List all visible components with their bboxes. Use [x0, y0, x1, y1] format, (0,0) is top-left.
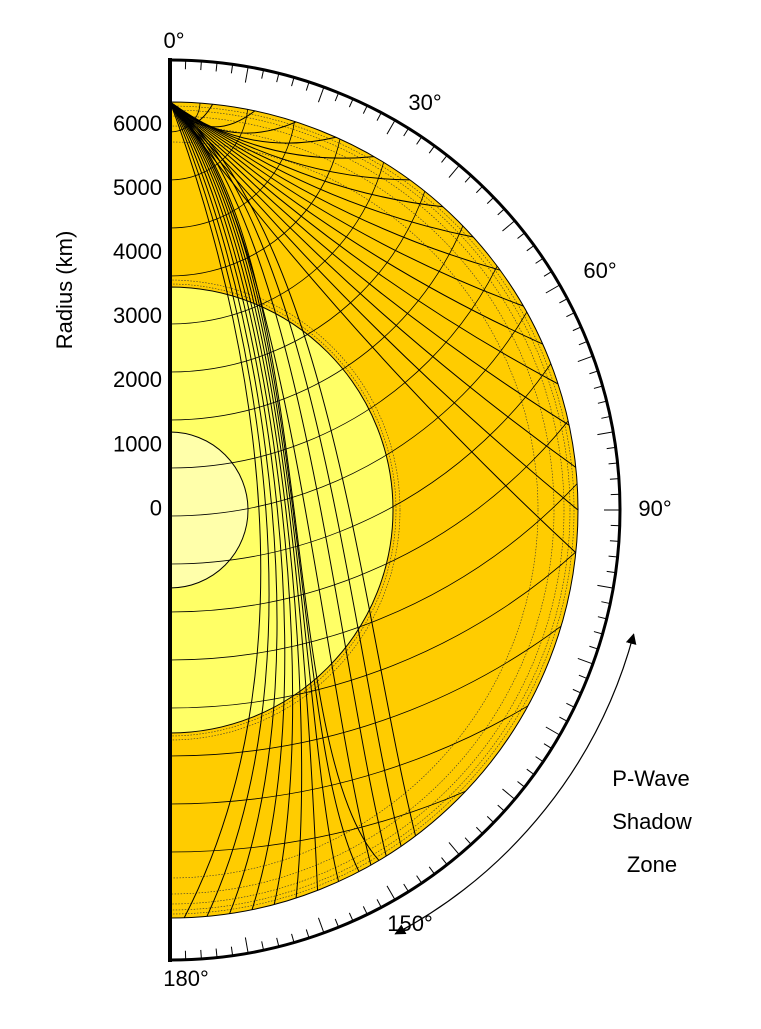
radius-tick-label: 5000: [113, 175, 162, 200]
radius-ticks: 6000 5000 4000 3000 2000 1000 0: [113, 111, 162, 521]
angle-label: 90°: [638, 496, 671, 521]
angle-label: 0°: [163, 28, 184, 53]
radius-tick-label: 4000: [113, 239, 162, 264]
shadow-zone-label: P-Wave: [612, 766, 689, 791]
angle-label: 150°: [387, 911, 433, 936]
angle-label: 60°: [583, 258, 616, 283]
degree-tick: [201, 950, 202, 959]
shadow-zone-label: Shadow: [612, 809, 692, 834]
earth-layers: [170, 60, 620, 960]
radius-tick-label: 1000: [113, 431, 162, 456]
degree-tick: [610, 479, 619, 480]
radius-tick-label: 2000: [113, 367, 162, 392]
radius-tick-label: 0: [150, 495, 162, 520]
radius-tick-label: 6000: [113, 111, 162, 136]
degree-tick: [201, 61, 202, 70]
shadow-zone-label: Zone: [627, 852, 677, 877]
radius-tick-label: 3000: [113, 303, 162, 328]
angle-label: 30°: [408, 90, 441, 115]
degree-tick: [610, 541, 619, 542]
angle-label: 180°: [163, 966, 209, 991]
axis-title: Radius (km): [52, 231, 77, 350]
